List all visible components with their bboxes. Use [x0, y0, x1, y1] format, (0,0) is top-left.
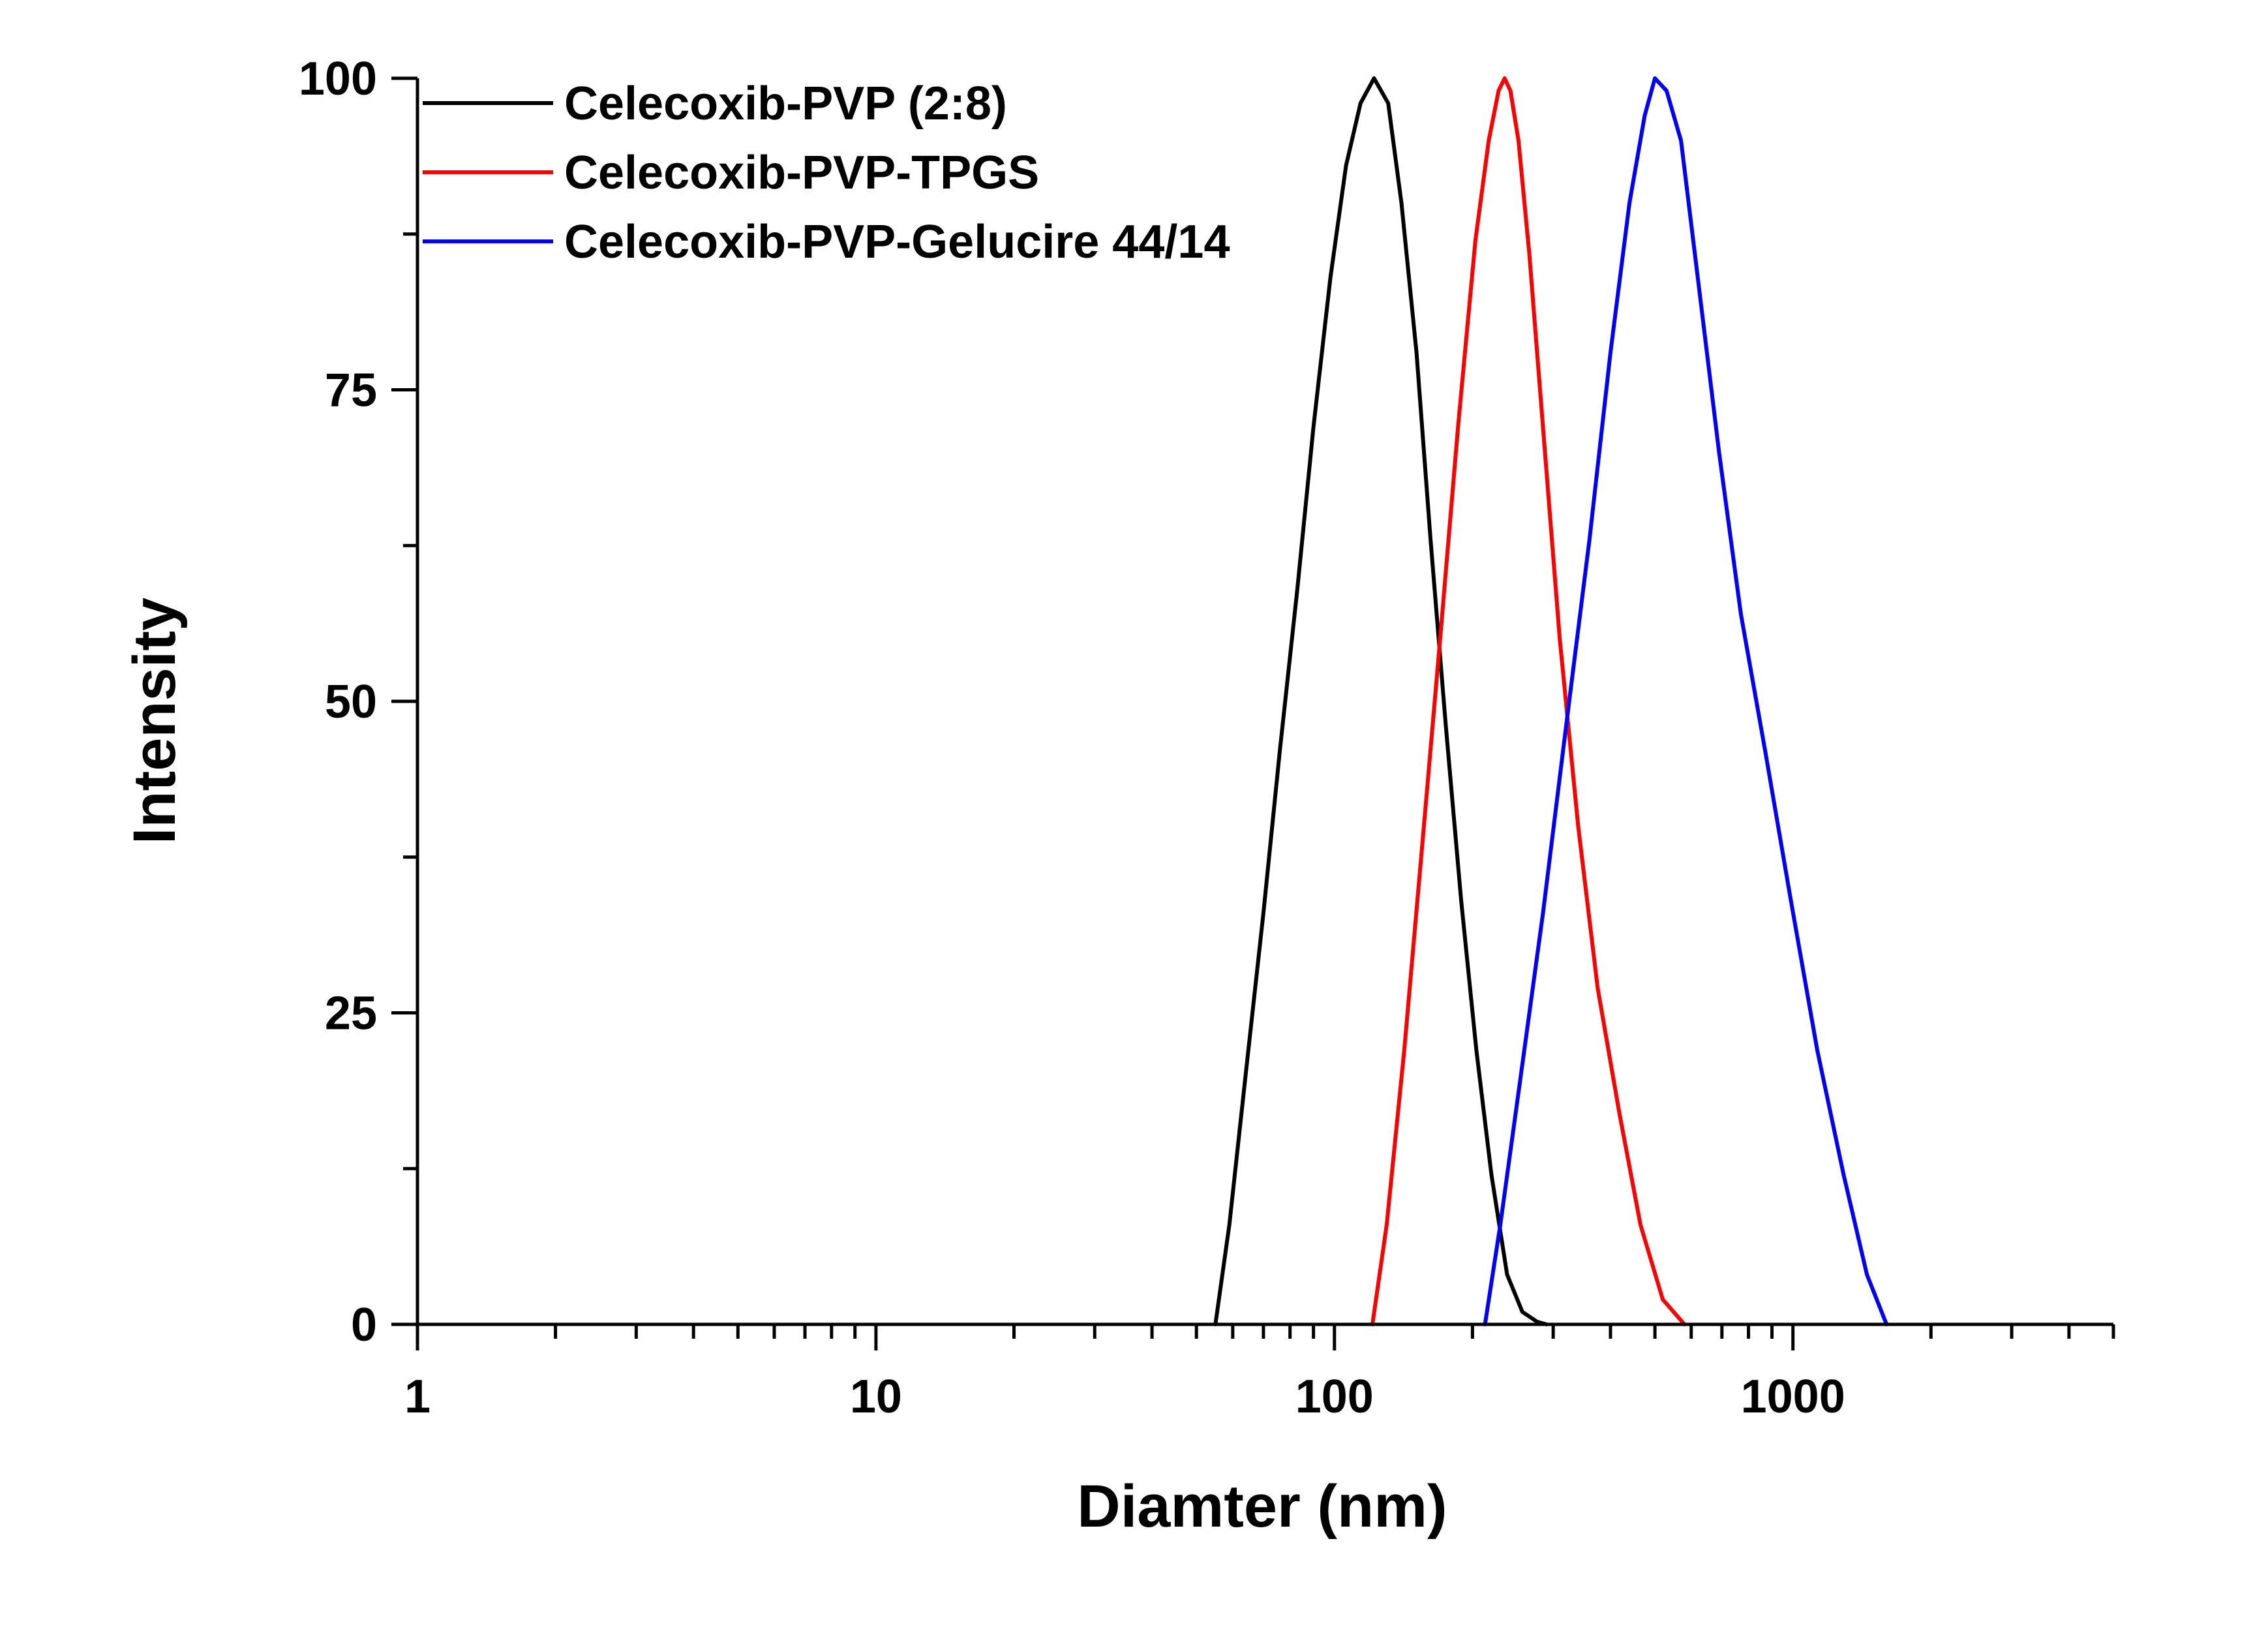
legend-label-3: Celecoxib-PVP-Gelucire 44/14: [564, 216, 1230, 268]
x-tick-label: 1000: [1741, 1371, 1845, 1423]
y-axis-title: Intensity: [121, 598, 188, 844]
series-line-3: [1483, 76, 1889, 1326]
series-line-2: [1370, 76, 1687, 1326]
legend-label-1: Celecoxib-PVP (2:8): [564, 78, 1007, 130]
plot-area: [1213, 76, 1889, 1326]
legend: Celecoxib-PVP (2:8) Celecoxib-PVP-TPGS Cel…: [423, 78, 1230, 268]
x-tick-label: 1: [404, 1371, 431, 1423]
x-axis-title: Diamter (nm): [1077, 1473, 1447, 1540]
y-tick-label: 75: [325, 365, 377, 417]
y-tick-label: 100: [299, 53, 377, 105]
x-tick-label: 100: [1295, 1371, 1374, 1423]
legend-label-2: Celecoxib-PVP-TPGS: [564, 147, 1039, 199]
axes: 0 25 50 75 100 1 10 100 1000: [299, 53, 2115, 1423]
y-tick-label: 0: [351, 1299, 377, 1351]
y-tick-label: 50: [325, 676, 377, 728]
y-tick-label: 25: [325, 988, 377, 1040]
x-tick-label: 10: [850, 1371, 902, 1423]
series-line-1: [1213, 76, 1549, 1326]
